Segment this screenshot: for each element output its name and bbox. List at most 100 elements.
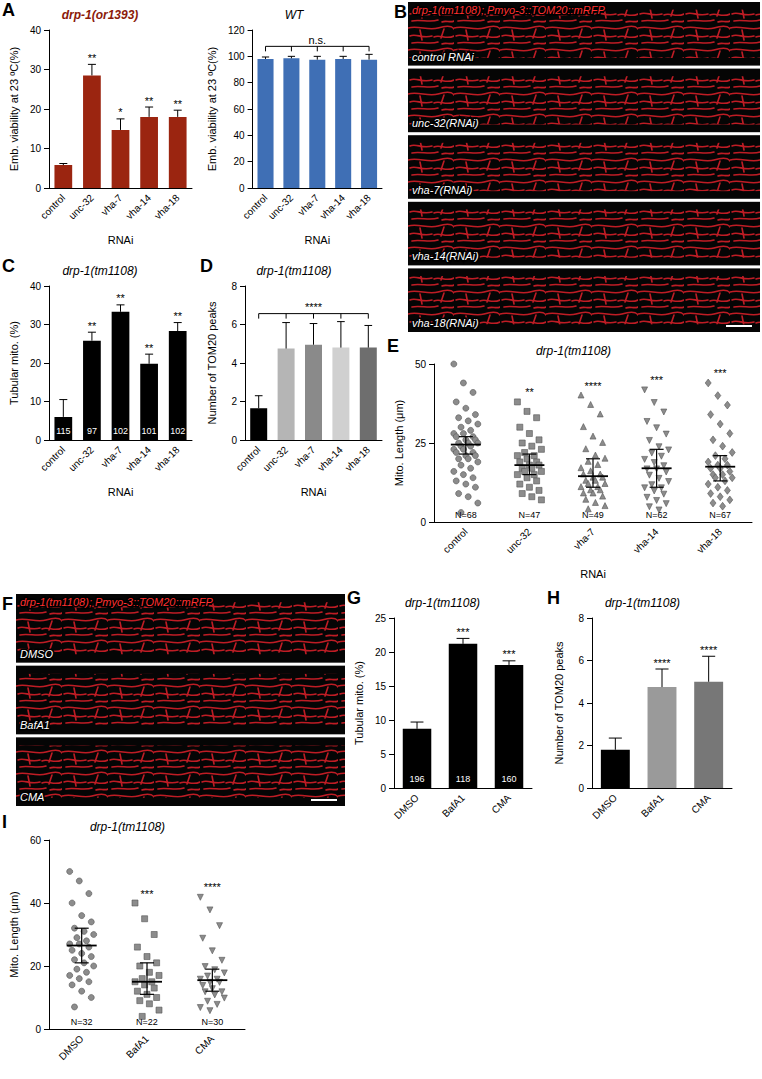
svg-text:30: 30	[30, 319, 42, 330]
svg-text:0: 0	[35, 183, 41, 194]
svg-text:25: 25	[415, 438, 427, 449]
svg-text:RNAi: RNAi	[108, 234, 134, 246]
svg-text:160: 160	[501, 774, 516, 784]
svg-text:DMSO: DMSO	[590, 792, 619, 821]
svg-text:BafA1: BafA1	[124, 1033, 151, 1060]
svg-text:N=62: N=62	[646, 510, 668, 520]
svg-text:Emb. viability at 23 ºC(%): Emb. viability at 23 ºC(%)	[8, 47, 20, 171]
svg-text:***: ***	[141, 888, 155, 900]
svg-text:vha-18: vha-18	[343, 444, 373, 474]
svg-text:control: control	[441, 526, 470, 555]
svg-text:6: 6	[231, 319, 237, 330]
svg-text:Mito. Length (μm): Mito. Length (μm)	[393, 400, 405, 486]
svg-text:4: 4	[231, 358, 237, 369]
svg-text:vha-14: vha-14	[631, 526, 661, 556]
svg-text:vha-14: vha-14	[124, 192, 154, 222]
svg-text:0: 0	[578, 783, 584, 794]
svg-text:vha-14: vha-14	[315, 444, 345, 474]
svg-text:****: ****	[653, 657, 671, 669]
svg-text:RNAi: RNAi	[580, 568, 606, 580]
svg-text:Tubular mito. (%): Tubular mito. (%)	[8, 321, 20, 405]
svg-text:10: 10	[30, 396, 42, 407]
svg-text:118: 118	[456, 774, 470, 784]
svg-text:10: 10	[30, 143, 42, 154]
svg-text:40: 40	[30, 25, 42, 36]
svg-text:unc-32: unc-32	[266, 192, 296, 222]
svg-text:80: 80	[233, 77, 245, 88]
svg-text:N=49: N=49	[582, 510, 604, 520]
svg-text:**: **	[173, 98, 182, 110]
svg-text:102: 102	[170, 426, 185, 436]
svg-text:RNAi: RNAi	[301, 486, 327, 498]
svg-text:10: 10	[375, 715, 387, 726]
svg-text:0: 0	[380, 783, 386, 794]
svg-text:N=22: N=22	[136, 1017, 158, 1027]
svg-text:20: 20	[375, 647, 387, 658]
svg-text:Emb. viability at 23 ºC(%): Emb. viability at 23 ºC(%)	[206, 47, 218, 171]
svg-text:N=68: N=68	[455, 510, 477, 520]
svg-text:drp-1(or1393): drp-1(or1393)	[62, 8, 139, 22]
svg-text:drp-1(tm1108): drp-1(tm1108)	[256, 264, 331, 278]
svg-text:102: 102	[113, 426, 128, 436]
svg-text:drp-1(tm1108): drp-1(tm1108)	[605, 596, 680, 610]
svg-text:**: **	[145, 342, 154, 354]
svg-text:0: 0	[35, 435, 41, 446]
svg-text:Mito. Length (μm): Mito. Length (μm)	[8, 891, 20, 977]
svg-text:Tubular mito. (%): Tubular mito. (%)	[353, 661, 365, 745]
svg-text:drp-1(tm1108): drp-1(tm1108)	[405, 596, 480, 610]
svg-text:DMSO: DMSO	[20, 648, 53, 660]
svg-text:20: 20	[30, 961, 42, 972]
svg-text:vha-18(RNAi): vha-18(RNAi)	[412, 317, 479, 329]
svg-text:25: 25	[375, 613, 387, 624]
svg-text:***: ***	[457, 626, 471, 638]
svg-text:**: **	[88, 52, 97, 64]
svg-text:**: **	[145, 95, 154, 107]
svg-text:BafA1: BafA1	[20, 719, 50, 731]
svg-text:40: 40	[30, 281, 42, 292]
svg-text:vha-7: vha-7	[292, 444, 318, 470]
svg-text:vha-18: vha-18	[344, 192, 374, 222]
svg-text:2: 2	[578, 740, 584, 751]
svg-text:115: 115	[56, 426, 70, 436]
svg-text:vha-14: vha-14	[318, 192, 348, 222]
svg-text:RNAi: RNAi	[108, 486, 134, 498]
svg-text:**: **	[173, 310, 182, 322]
svg-text:drp-1(tm1108); Pmyo-3::TOM20::: drp-1(tm1108); Pmyo-3::TOM20::mRFP	[20, 596, 213, 608]
svg-text:vha-14: vha-14	[124, 444, 154, 474]
svg-text:**: **	[116, 292, 125, 304]
svg-text:**: **	[88, 320, 97, 332]
svg-text:6: 6	[578, 655, 584, 666]
svg-text:2: 2	[231, 396, 237, 407]
svg-text:vha-7: vha-7	[99, 444, 125, 470]
svg-text:****: ****	[305, 301, 323, 313]
svg-text:control: control	[38, 192, 67, 221]
svg-text:101: 101	[142, 426, 157, 436]
svg-text:control RNAi: control RNAi	[412, 51, 474, 63]
svg-text:8: 8	[578, 613, 584, 624]
svg-text:0: 0	[231, 435, 237, 446]
svg-text:196: 196	[410, 774, 425, 784]
svg-text:60: 60	[30, 835, 42, 846]
svg-text:control: control	[240, 192, 269, 221]
svg-text:CMA: CMA	[689, 792, 713, 816]
svg-text:unc-32(RNAi): unc-32(RNAi)	[412, 117, 479, 129]
svg-text:vha-18: vha-18	[695, 526, 725, 556]
svg-text:control: control	[234, 444, 263, 473]
svg-text:30: 30	[30, 64, 42, 75]
svg-text:CMA: CMA	[193, 1033, 217, 1057]
svg-text:***: ***	[650, 374, 664, 386]
svg-text:40: 40	[30, 898, 42, 909]
svg-text:0: 0	[420, 517, 426, 528]
svg-text:5: 5	[380, 749, 386, 760]
svg-text:20: 20	[30, 358, 42, 369]
svg-text:N=30: N=30	[201, 1017, 223, 1027]
svg-text:CMA: CMA	[20, 791, 44, 803]
svg-text:unc-32: unc-32	[66, 192, 96, 222]
svg-text:BafA1: BafA1	[639, 792, 666, 819]
svg-text:N=67: N=67	[709, 510, 731, 520]
svg-text:***: ***	[503, 648, 517, 660]
svg-text:vha-14(RNAi): vha-14(RNAi)	[412, 250, 479, 262]
svg-text:DMSO: DMSO	[57, 1033, 86, 1062]
svg-text:***: ***	[714, 367, 728, 379]
svg-text:*: *	[118, 106, 123, 118]
